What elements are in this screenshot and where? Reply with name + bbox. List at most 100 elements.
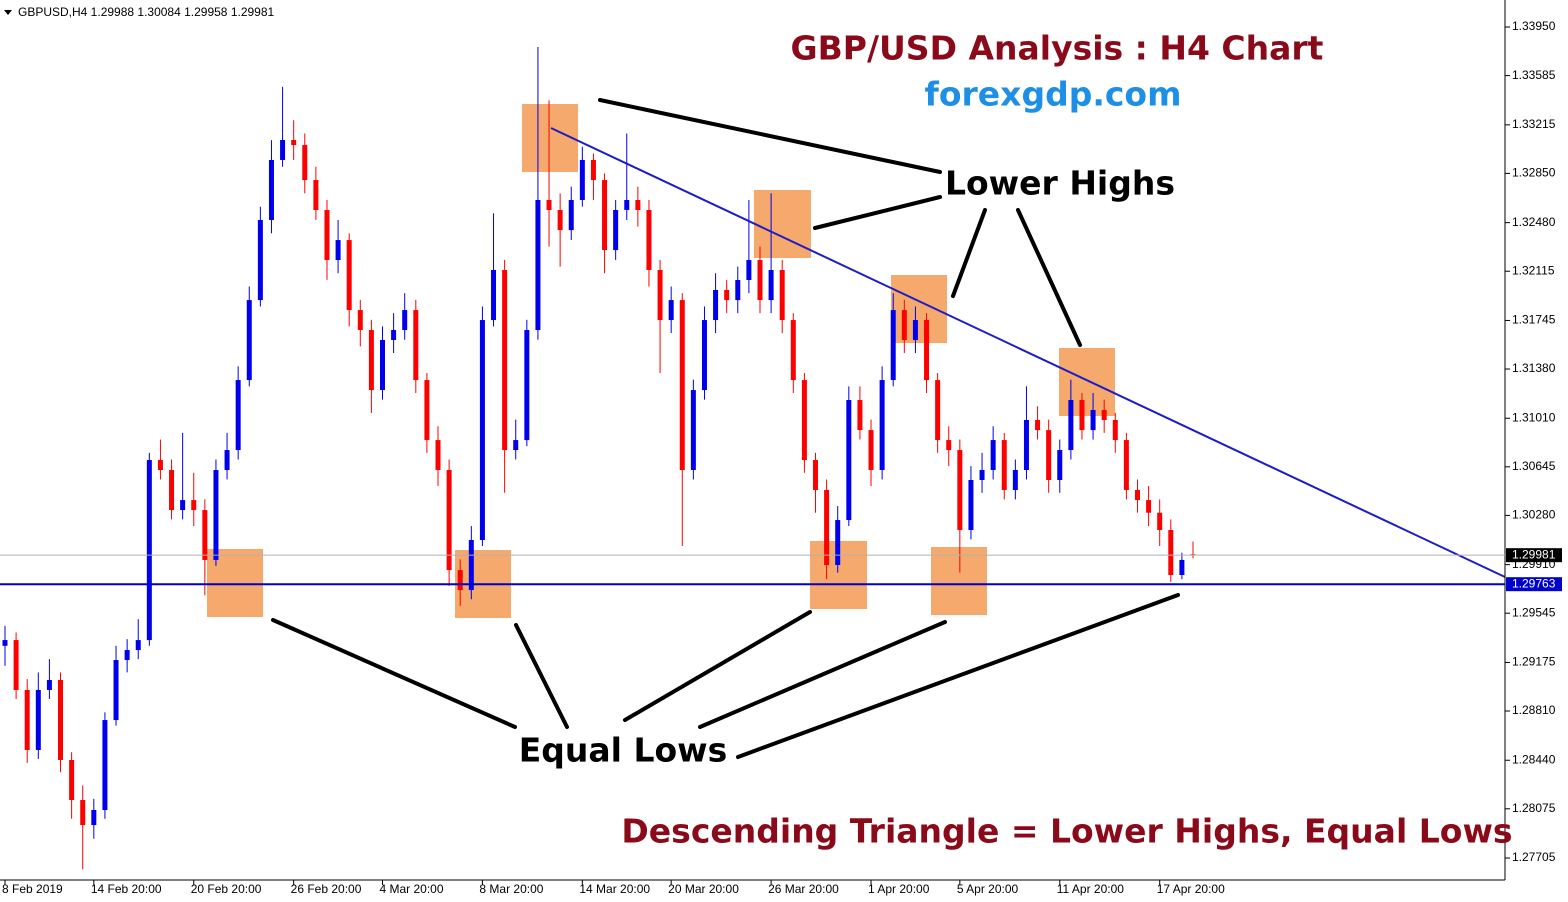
highlight-boxes (207, 104, 1115, 618)
candle-body (268, 159, 274, 220)
candle-body (1168, 530, 1174, 576)
candle-body (69, 759, 75, 801)
candle-body (291, 140, 297, 146)
candle-body (968, 479, 974, 531)
candle-body (613, 209, 619, 251)
candle-body (1001, 440, 1007, 490)
candle-body (779, 270, 785, 321)
candle-body (1123, 440, 1129, 490)
candle-body (868, 430, 874, 471)
y-tick-label: 1.33950 (1512, 19, 1556, 33)
candle-body (191, 500, 197, 511)
candle-body (1134, 489, 1140, 501)
y-tick-label: 1.29545 (1512, 605, 1556, 619)
price-label-box (1506, 548, 1562, 563)
candle-body (169, 470, 175, 511)
candle-body (768, 270, 774, 301)
candle-body (957, 450, 963, 531)
annotation: Descending Triangle = Lower Highs, Equal… (621, 812, 1512, 851)
candle-body (1101, 410, 1107, 420)
candle-body (813, 460, 819, 490)
x-tick-label: 14 Mar 20:00 (579, 882, 650, 896)
candle-body (879, 380, 885, 471)
candle-body (58, 679, 64, 760)
candle-body (912, 320, 918, 341)
candle-body (91, 810, 97, 826)
candle-body (435, 440, 441, 471)
high-box (891, 275, 947, 343)
candle-body (2, 640, 8, 646)
candle-body (402, 310, 408, 331)
candle-body (324, 209, 330, 261)
y-tick-label: 1.28810 (1512, 703, 1556, 717)
header-icon (4, 10, 12, 15)
candle-body (535, 200, 541, 331)
candle-body (313, 180, 319, 210)
candle-body (1112, 419, 1118, 441)
price-label-box (1506, 577, 1562, 592)
x-tick-label: 14 Feb 20:00 (91, 882, 162, 896)
candle-body (180, 500, 186, 511)
y-tick-label: 1.27705 (1512, 850, 1556, 864)
arrow (271, 618, 517, 729)
candle-body (302, 145, 308, 181)
candle-body (124, 650, 130, 661)
candle-body (679, 300, 685, 471)
candle-body (624, 200, 630, 210)
candle-body (990, 440, 996, 471)
candle-body (568, 200, 574, 231)
candle-body (1146, 500, 1152, 513)
x-tick-label: 17 Apr 20:00 (1157, 882, 1225, 896)
candle-body (13, 640, 19, 690)
candle-body (602, 180, 608, 251)
arrow (698, 620, 947, 729)
candle-body (713, 289, 719, 321)
candle-body (224, 450, 230, 471)
candle-body (35, 689, 41, 750)
x-tick-label: 26 Mar 20:00 (768, 882, 839, 896)
x-tick-label: 5 Apr 20:00 (957, 882, 1019, 896)
candle-body (1090, 410, 1096, 431)
y-tick-label: 1.30645 (1512, 459, 1556, 473)
candle-body (757, 260, 763, 301)
x-tick-label: 8 Mar 20:00 (479, 882, 543, 896)
candle-body (835, 520, 841, 566)
y-tick-label: 1.29175 (1512, 655, 1556, 669)
price-label: 1.29763 (1512, 576, 1556, 590)
candle-body (590, 159, 596, 181)
candle-body (280, 140, 286, 160)
y-tick-label: 1.31010 (1512, 410, 1556, 424)
candle-body (457, 570, 463, 591)
candle-body (1012, 470, 1018, 490)
candle-body (1079, 400, 1085, 431)
candle-body (924, 320, 930, 381)
candle-body (246, 300, 252, 381)
y-tick-label: 1.30280 (1512, 508, 1556, 522)
x-tick-label: 20 Mar 20:00 (668, 882, 739, 896)
high-box (754, 190, 811, 258)
candle-body (524, 330, 530, 441)
candle-body (890, 310, 896, 381)
x-tick-label: 1 Apr 20:00 (868, 882, 930, 896)
y-tick-label: 1.31380 (1512, 361, 1556, 375)
x-tick-label: 8 Feb 2019 (2, 882, 63, 896)
arrow (598, 98, 942, 174)
candle-body (335, 240, 341, 261)
y-tick-label: 1.32480 (1512, 215, 1556, 229)
candle-body (735, 279, 741, 301)
chart-subtitle: forexgdp.com (925, 75, 1182, 114)
y-tick-label: 1.33215 (1512, 117, 1556, 131)
candle-body (413, 310, 419, 381)
candle-body (857, 400, 863, 431)
candle-body (46, 679, 52, 690)
candle-body (701, 320, 707, 391)
candle-body (646, 209, 652, 271)
arrow (1016, 208, 1082, 347)
candle-body (357, 310, 363, 331)
candle-body (557, 209, 563, 231)
candle-body (468, 540, 474, 591)
candle-body (446, 470, 452, 571)
candle-body (157, 460, 163, 471)
y-tick-label: 1.33585 (1512, 68, 1556, 82)
